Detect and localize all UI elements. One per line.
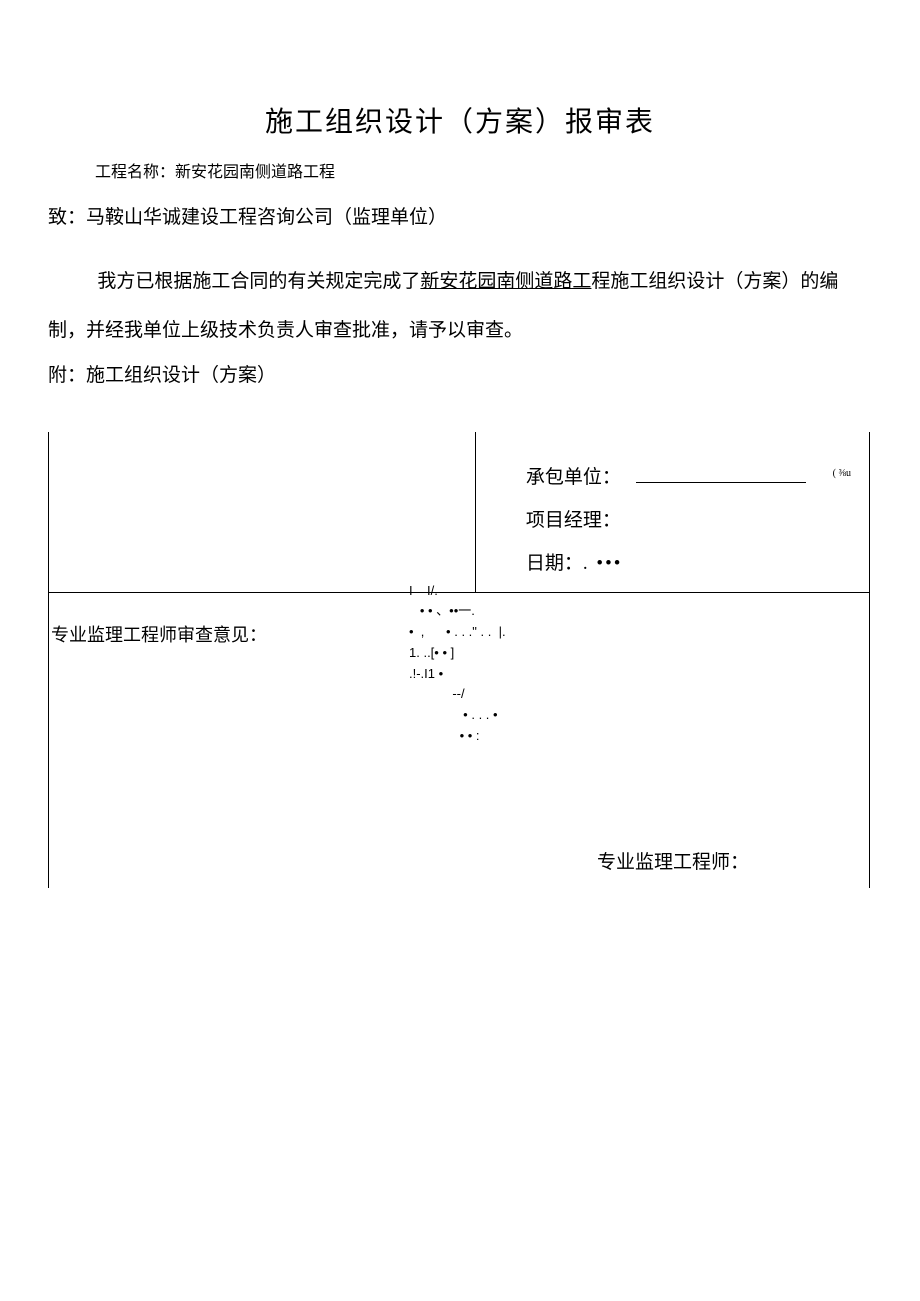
engineer-label: 专业监理工程师： xyxy=(597,847,749,874)
opinion-cell: 专业监理工程师审查意见： I I/. • • 、••一. • , • . . .… xyxy=(49,592,870,888)
contractor-note: ( ⅜u xyxy=(833,468,851,479)
body-prefix: 我方已根据施工合同的有关规定完成了 xyxy=(97,271,420,292)
row1-right-cell: 承包单位： ( ⅜u 项目经理： 日期：. ••• xyxy=(475,432,869,592)
row1-left-cell xyxy=(49,432,476,592)
body-paragraph: 我方已根据施工合同的有关规定完成了新安花园南侧道路工程施工组织设计（方案）的编制… xyxy=(0,229,920,356)
scribble-7: • . . . • xyxy=(409,705,506,726)
scribble-4: 1. ..[• • ] xyxy=(409,643,506,664)
contractor-blank xyxy=(636,482,806,483)
project-name-label: 工程名称： xyxy=(95,164,175,181)
to-line: 致：马鞍山华诚建设工程咨询公司（监理单位） xyxy=(0,182,920,229)
contractor-line: 承包单位： ( ⅜u xyxy=(526,462,859,489)
attachment-line: 附：施工组织设计（方案） xyxy=(0,356,920,387)
attachment-value: 施工组织设计（方案） xyxy=(86,365,276,386)
form-table: 承包单位： ( ⅜u 项目经理： 日期：. ••• 专业监理工程师审查意见： I… xyxy=(48,432,870,888)
attachment-label: 附： xyxy=(48,365,86,386)
date-line: 日期：. ••• xyxy=(526,548,859,575)
to-label: 致： xyxy=(48,207,86,228)
scribble-8: • • : xyxy=(409,726,506,747)
opinion-label: 专业监理工程师审查意见： xyxy=(51,621,267,647)
scribble-3: • , • . . ." . . |. xyxy=(409,622,506,643)
pm-line: 项目经理： xyxy=(526,505,859,532)
scribble-2: • • 、••一. xyxy=(409,601,506,622)
scribble-5: .!-.I1 • xyxy=(409,664,506,685)
date-dots: . ••• xyxy=(583,553,622,574)
to-value: 马鞍山华诚建设工程咨询公司（监理单位） xyxy=(86,207,447,228)
scribble-area: I I/. • • 、••一. • , • . . ." . . |. 1. .… xyxy=(409,581,506,747)
project-name-line: 工程名称：新安花园南侧道路工程 xyxy=(0,140,920,182)
contractor-label: 承包单位： xyxy=(526,467,621,488)
page-title: 施工组织设计（方案）报审表 xyxy=(0,0,920,140)
project-name-value: 新安花园南侧道路工程 xyxy=(175,164,335,181)
scribble-6: --/ xyxy=(409,684,506,705)
date-label: 日期： xyxy=(526,553,583,574)
pm-label: 项目经理： xyxy=(526,510,621,531)
body-underlined: 新安花园南侧道路工 xyxy=(420,271,591,292)
scribble-1: I I/. xyxy=(409,581,506,602)
